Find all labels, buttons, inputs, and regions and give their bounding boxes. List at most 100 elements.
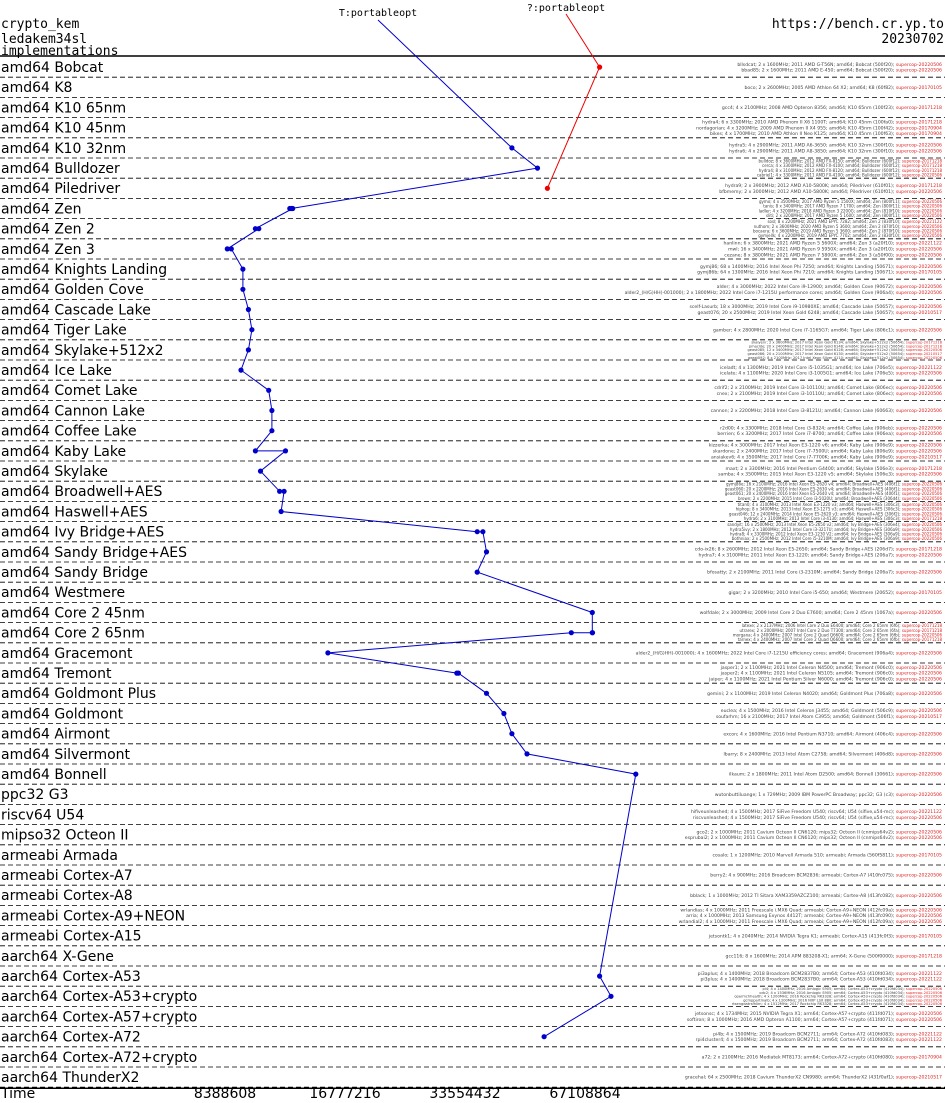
row-detail: geast086; 20 x 2100MHz; 2017 Intel Xeon … (747, 352, 942, 356)
row-detail: maxt; 2 x 3300MHz; 2016 Intel Pentium G4… (725, 466, 942, 472)
row-detail: berry2; 4 x 900MHz; 2016 Broadcom BCM283… (710, 873, 942, 879)
row-detail: ansiakev6; 4 x 3500MHz; 2017 Intel Core … (711, 454, 942, 460)
row-label: armeabi Armada (1, 848, 118, 864)
row-detail: hydra5; 4 x 2900MHz; 2011 AMD A6-3650; a… (729, 143, 942, 149)
row-detail: geast046; 12 x 2400MHz; 2014 Intel Xeon … (729, 511, 943, 516)
row-detail: ladler; 4 x 3200MHz; 2018 AMD Ryzen 3 22… (759, 208, 943, 213)
row-label: amd64 Tiger Lake (1, 323, 127, 339)
implementation-row: amd64 Cascade Lake scelf-Lasurb; 18 x 300… (0, 302, 945, 321)
row-detail: hydra8; 4 x 3300MHz; 2012 Intel Xeon E3-… (730, 531, 942, 536)
row-detail: hydra5ivy; 2 x 1800MHz; 2012 Intel Core … (730, 527, 943, 532)
row-label: amd64 K10 65nm (1, 100, 126, 116)
implementation-row: amd64 Golden Cove alder; 4 x 3000MHz; 202… (0, 282, 945, 300)
row-detail: sliti; 2 x 3200MHz; 2017 AMD Ryzen 5 160… (766, 213, 942, 218)
data-point (474, 569, 480, 575)
row-detail: samba; 4 x 3500MHz; 2015 Intel Xeon E3-1… (718, 472, 942, 478)
row-detail: bocaera; 6 x 3600MHz; 2019 AMD Ryzen 5 3… (753, 228, 942, 233)
implementation-row: aarch64 Cortex-A72 pi4b; 4 x 1500MHz; 201… (0, 1030, 945, 1048)
row-detail: lbarry; 8 x 2400MHz; 2013 Intel Atom C27… (724, 752, 943, 758)
row-detail: jaiper; 4 x 1100MHz; 2021 Intel Pentium … (708, 677, 942, 683)
implementation-row: amd64 Coffee Lake r2d00; 4 x 3300MHz; 201… (0, 424, 945, 442)
row-detail: hydra4; 6 x 3300MHz; 2010 AMD Phenom II … (702, 120, 942, 126)
row-detail: cdrif2; 2 x 2100MHz; 2019 Intel Core i3-… (714, 385, 942, 391)
implementation-row: amd64 Westmere gigar; 2 x 3200MHz; 2010 I… (0, 585, 945, 603)
legend-leader-line (565, 13, 601, 68)
row-detail: wrlandias; 4 x 1000MHz; 2011 Freescale i… (680, 907, 942, 913)
row-label: armeabi Cortex-A9+NEON (1, 908, 185, 924)
data-point (266, 387, 272, 393)
row-detail: nordagorian; 4 x 3200MHz; 2009 AMD Pheno… (696, 125, 942, 131)
data-point (277, 488, 283, 494)
x-axis-label: Time (0, 1086, 35, 1102)
row-detail: euclea; 4 x 1500MHz; 2016 Intel Celeron … (721, 708, 942, 714)
implementation-row: mipso32 Octeon II gco2; 2 x 1000MHz; 2011… (0, 828, 945, 846)
data-point (269, 407, 275, 414)
row-label: amd64 Haswell+AES (1, 504, 148, 520)
data-point (228, 246, 234, 252)
series-lines (225, 13, 637, 1038)
row-label: amd64 Cannon Lake (1, 403, 145, 419)
row-detail: gracehal; 64 x 2500MHz; 2018 Cavium Thun… (685, 1075, 942, 1081)
row-detail: cerca; 4 x 3300MHz; 2012 AMD FX-4100; am… (762, 163, 942, 168)
implementation-row: amd64 Gracemont alder2_(H/G)HH(-001000); … (0, 646, 945, 664)
data-point (483, 690, 490, 696)
row-label: amd64 K8 (1, 80, 72, 96)
implementation-row: amd64 Bobcat bllsdcat; 2 x 1600MHz; 2011 … (0, 60, 945, 78)
row-detail: iceladt; 4 x 1300MHz; 2019 Intel Core i5… (720, 365, 942, 371)
data-point (597, 973, 603, 979)
row-label: amd64 K10 45nm (1, 121, 126, 137)
chart-legend: T:portableopt ?:portableopt (339, 3, 605, 19)
data-point (278, 508, 284, 515)
data-point (589, 630, 596, 636)
row-label: amd64 Ice Lake (1, 363, 112, 379)
implementation-row: amd64 Skylake+512x2 skalyenr; 2 x 3600MHz… (0, 341, 945, 361)
implementation-row: aarch64 Cortex-A57+crypto jetsonsc; 4 x 1… (0, 1009, 945, 1027)
data-point (455, 670, 461, 676)
site-url[interactable]: https://bench.cr.yp.to (772, 17, 944, 32)
row-label: armeabi Cortex-A15 (1, 929, 142, 945)
row-label: amd64 Airmont (1, 727, 110, 743)
row-detail: hydra6; 2 x 3100MHz; 2013 Intel Core i3-… (744, 516, 943, 521)
row-label: aarch64 Cortex-A72+crypto (1, 1050, 197, 1066)
row-label: amd64 Bonnell (1, 767, 107, 783)
implementation-row: amd64 Skylake maxt; 2 x 3300MHz; 2016 Int… (0, 464, 945, 482)
row-detail: bfosatty; 2 x 2100MHz; 2011 Intel Core i… (707, 570, 942, 576)
implementation-row: amd64 Bonnell ilkaum; 2 x 1800MHz; 2011 I… (0, 767, 945, 785)
implementation-row: aarch64 Cortex-A72+crypto a72; 2 x 2100MH… (0, 1050, 945, 1068)
row-detail: bikes; 4 x 1700MHz; 2010 AMD Athlon II N… (710, 131, 942, 137)
implementation-row: aarch64 Cortex-A53+crypto pi4; 4 x 1400MH… (0, 987, 945, 1007)
data-point (501, 710, 507, 717)
row-detail: alder2_(H/G)HH(-001000); 2 x 1800MHz; 20… (625, 290, 943, 296)
row-detail: pi4; 4 x 1400MHz; 2016 Amlogic S905; arm… (763, 987, 943, 991)
row-label: amd64 Core 2 45nm (1, 605, 145, 621)
row-label: amd64 Skylake (1, 464, 108, 480)
row-detail: icelate; 4 x 1100MHz; 2020 Intel Core i3… (720, 371, 942, 377)
row-detail: ilkaum; 2 x 1800MHz; 2011 Intel Atom D25… (729, 772, 942, 778)
primitive-name: crypto_kem (1, 17, 79, 32)
implementation-row: amd64 Airmont excon; 4 x 1600MHz; 2016 In… (0, 727, 945, 745)
row-label: aarch64 ThunderX2 (1, 1070, 139, 1086)
data-point (509, 731, 515, 737)
row-label: amd64 Zen (1, 201, 81, 217)
row-label: amd64 Comet Lake (1, 383, 138, 399)
row-detail: geast092; 8 x 2100MHz; 2017 Intel Xeon S… (748, 356, 943, 360)
row-detail: gymj86; 68 x 1400MHz; 2016 Intel Xeon Ph… (700, 264, 942, 270)
row-detail: softiron; 8 x 1000MHz; 2016 AMD Opteron … (687, 1017, 942, 1023)
implementation-row: riscv64 U54 hifiveunleashed; 4 x 1500MHz;… (0, 807, 945, 825)
row-detail: rtsengdatrsfhlim; 4 x 1512MHz; 2017 Rock… (732, 1002, 943, 1006)
row-detail: sosl; 8 x 2200MHz; 2021 AMD EPYC 7282; a… (767, 219, 942, 224)
row-label: amd64 Skylake+512x2 (1, 343, 163, 359)
row-detail: odc2; 4 x 1536MHz; 2016 Amlogic S905; ar… (759, 991, 942, 995)
row-label: amd64 Bulldozer (1, 161, 120, 177)
implementation-row: amd64 Haswell+AES titan0; 4 x 3100MHz; 20… (0, 502, 945, 522)
row-label: aarch64 Cortex-A53+crypto (1, 989, 197, 1005)
row-detail: hydra4; 8 x 3100MHz; 2012 AMD FX-8120; a… (759, 168, 943, 173)
data-point (281, 488, 287, 494)
row-detail: boco; 2 x 2600MHz; 2005 AMD Athlon 64 X2… (744, 85, 942, 91)
row-detail: geast061; 20 x 2400MHz; 2016 Intel Xeon … (725, 491, 943, 496)
row-label: aarch64 X-Gene (1, 949, 114, 965)
implementation-row: amd64 Kaby Lake kizzerka; 4 x 3000MHz; 20… (0, 443, 945, 462)
row-detail: skardone; 2 x 2400MHz; 2017 Intel Core i… (713, 449, 942, 455)
data-point (608, 993, 614, 999)
row-detail: bothniax; 2 x 2500MHz; 2012 Intel Core i… (732, 536, 943, 541)
